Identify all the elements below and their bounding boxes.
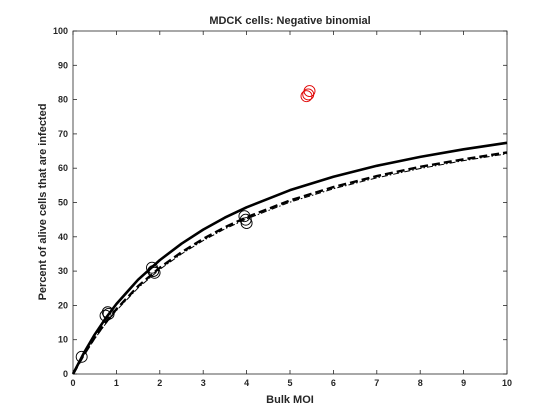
x-tick-label: 7 (374, 378, 379, 388)
plot-area (72, 30, 508, 375)
data-points (75, 85, 316, 363)
y-axis-label: Percent of alive cells that are infected (37, 104, 49, 301)
x-tick-label: 4 (244, 378, 249, 388)
x-axis-label: Bulk MOI (266, 394, 314, 406)
y-tick-label: 30 (58, 266, 68, 276)
chart-title: MDCK cells: Negative binomial (209, 15, 370, 27)
curve-solid (71, 141, 508, 375)
x-tick-label: 6 (331, 378, 336, 388)
model-curves (71, 141, 508, 375)
data-point (148, 266, 161, 279)
y-tick-label: 10 (58, 335, 68, 345)
x-tick-label: 9 (461, 378, 466, 388)
x-tick-label: 3 (201, 378, 206, 388)
y-tick-label: 60 (58, 163, 68, 173)
y-tick-label: 0 (63, 369, 68, 379)
curve-dash-dot (72, 153, 508, 375)
x-tick-label: 5 (287, 378, 292, 388)
y-tick-label: 80 (58, 95, 68, 105)
y-tick-label: 100 (53, 26, 68, 36)
data-point (101, 306, 114, 319)
data-point (102, 308, 115, 320)
x-tick-label: 2 (157, 378, 162, 388)
y-tick-label: 90 (58, 60, 68, 70)
x-tick-label: 0 (70, 378, 75, 388)
y-tick-label: 50 (58, 198, 68, 208)
data-point-red (303, 85, 316, 97)
x-tick-label: 1 (114, 378, 119, 388)
x-tick-label: 8 (418, 378, 423, 388)
axis-ticks (72, 30, 508, 375)
data-point (240, 217, 253, 230)
y-tick-label: 70 (58, 129, 68, 139)
data-point (147, 265, 160, 278)
curve-dashed (71, 151, 508, 375)
data-point (75, 350, 88, 363)
x-tick-label: 10 (502, 378, 512, 388)
y-tick-label: 40 (58, 232, 68, 242)
y-tick-label: 20 (58, 300, 68, 310)
data-point (99, 309, 112, 322)
